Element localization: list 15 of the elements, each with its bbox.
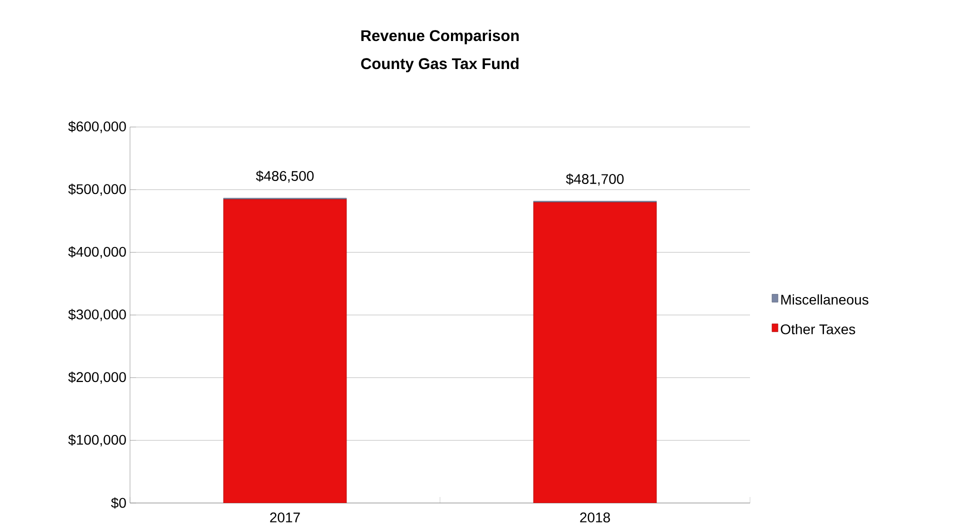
y-tick-label: $600,000: [68, 121, 126, 134]
total-label: $486,500: [256, 170, 314, 183]
y-tick-label: $200,000: [68, 372, 126, 384]
chart-subtitle: County Gas Tax Fund: [361, 58, 519, 72]
y-tick-label: $300,000: [68, 309, 126, 322]
y-tick-label: $500,000: [68, 184, 126, 196]
y-tick-label: $100,000: [68, 434, 126, 447]
y-tick-label: $400,000: [68, 246, 126, 259]
chart-title: Revenue Comparison: [361, 30, 519, 44]
legend-label: Other Taxes: [780, 324, 856, 334]
total-label: $481,700: [566, 174, 624, 186]
y-tick-label: $0: [111, 497, 126, 509]
x-tick-label: 2018: [580, 512, 610, 523]
legend-label: Miscellaneous: [781, 294, 868, 305]
x-tick-label: 2017: [270, 512, 300, 523]
